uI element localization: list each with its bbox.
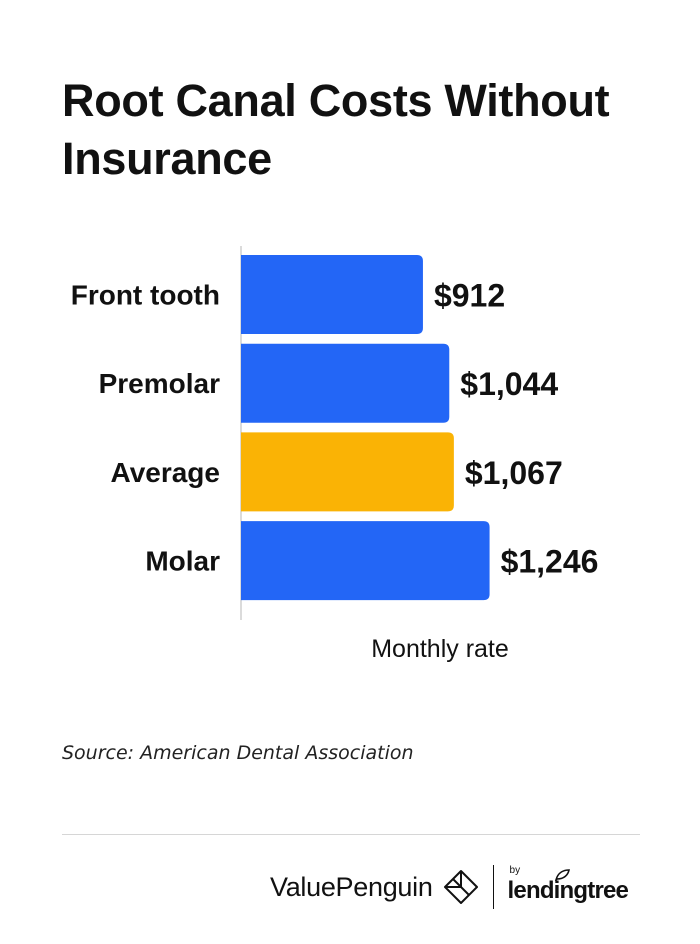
bar-average	[241, 432, 454, 512]
lendingtree-logo-text: lendingtree	[507, 877, 629, 904]
lendingtree-by-label: by	[509, 865, 521, 876]
category-label-molar: Molar	[145, 546, 220, 577]
footer-divider	[62, 834, 640, 835]
bar-front-tooth	[241, 255, 423, 334]
footer-separator	[492, 865, 494, 909]
category-label-premolar: Premolar	[99, 368, 220, 399]
leaf-icon	[554, 869, 570, 881]
source-note: Source: American Dental Association	[62, 742, 414, 764]
value-label-average: $1,067	[465, 455, 563, 491]
value-label-molar: $1,246	[501, 544, 599, 580]
footer-branding: ValuePenguin by lendingtree	[270, 862, 629, 912]
value-label-front-tooth: $912	[434, 278, 505, 314]
category-label-front-tooth: Front tooth	[71, 280, 220, 311]
bar-premolar	[241, 343, 450, 423]
value-label-premolar: $1,044	[460, 366, 558, 402]
chart-title: Root Canal Costs Without Insurance	[62, 75, 610, 184]
lendingtree-logo: by lendingtree	[507, 865, 629, 909]
bar-molar	[241, 521, 490, 601]
x-axis-label: Monthly rate	[371, 635, 509, 663]
category-label-average: Average	[111, 457, 220, 488]
valuepenguin-logo-text: ValuePenguin	[270, 871, 433, 902]
valuepenguin-diamond-icon	[443, 870, 478, 904]
